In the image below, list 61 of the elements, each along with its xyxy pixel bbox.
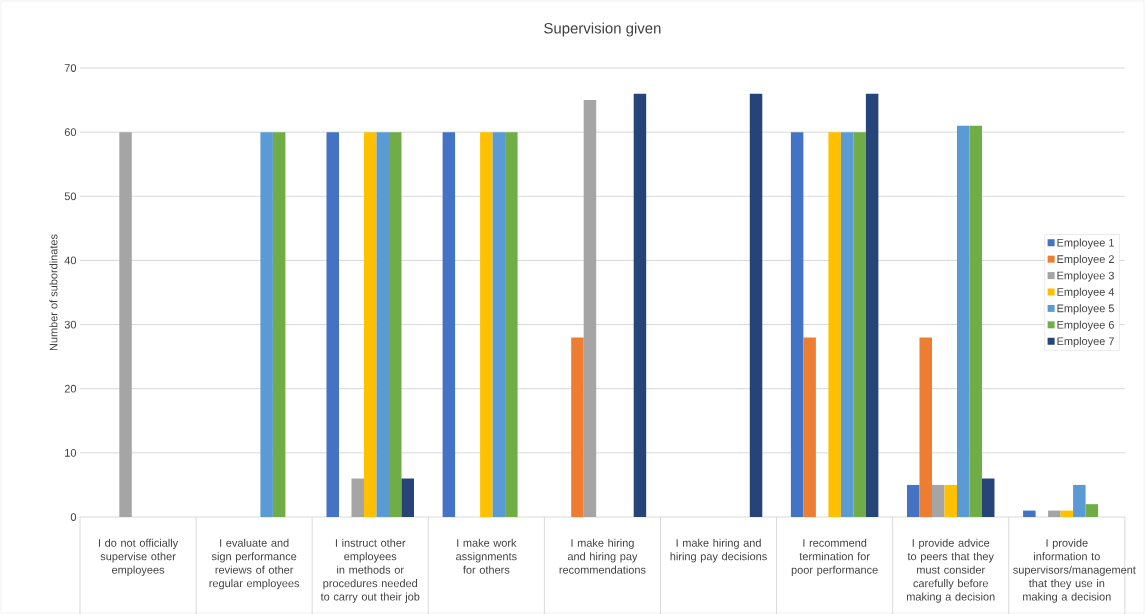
legend-label: Employee 4 [1057, 287, 1115, 298]
y-tick-label: 30 [64, 320, 77, 329]
bar [956, 125, 970, 517]
bar [1023, 510, 1036, 517]
bar [790, 132, 804, 517]
x-tick-label: I provide advice to peers that they must consider carefully before making a decision [907, 538, 995, 603]
y-tick-label: 10 [65, 448, 77, 457]
y-tick-label: 40 [64, 256, 77, 265]
bar [865, 93, 879, 517]
legend-label: Employee 7 [1057, 337, 1114, 348]
bar [803, 337, 816, 517]
bar [376, 132, 389, 517]
bar [906, 484, 920, 517]
bar [853, 132, 866, 517]
x-tick-label: I evaluate and sign performance reviews of other regular employees [209, 538, 300, 590]
y-tick-label: 70 [64, 64, 77, 72]
bar [931, 484, 945, 517]
bar [1085, 504, 1099, 517]
bar [272, 132, 286, 517]
bar [326, 132, 339, 517]
x-tick-label: I do not officially supervise other employees [98, 538, 179, 576]
bar [919, 337, 932, 517]
legend-label: Employee 3 [1057, 271, 1114, 282]
y-tick-label: 60 [64, 128, 77, 137]
bar [119, 132, 132, 517]
bar [633, 93, 647, 517]
legend-label: Employee 2 [1057, 254, 1114, 266]
bar [351, 478, 364, 517]
bar [260, 132, 273, 517]
bar [442, 132, 456, 517]
chart-title: Supervision given [544, 22, 661, 37]
legend-label: Employee 1 [1057, 238, 1114, 249]
bar [363, 132, 377, 517]
x-tick-label: I make work assignments for others [456, 538, 517, 574]
x-tick-label: I instruct other employees in methods or procedures needed to carry out their job [320, 538, 420, 603]
bar [401, 478, 414, 517]
bar [969, 125, 982, 517]
bar [1073, 484, 1086, 517]
bar [583, 100, 597, 517]
bar [840, 132, 854, 517]
bar [388, 132, 402, 517]
y-tick-label: 50 [64, 192, 77, 201]
bar [944, 484, 957, 517]
bar [981, 478, 995, 517]
bar [749, 93, 763, 517]
bar [828, 132, 841, 517]
x-tick-label: I make hiring and hiring pay decisions [670, 538, 767, 563]
legend-label: Employee 6 [1057, 320, 1114, 331]
bar [1048, 510, 1061, 517]
bar [480, 132, 493, 517]
y-tick-label: 20 [64, 384, 77, 393]
bar [571, 337, 584, 517]
x-tick-label: I make hiring and hiring pay recommendations [559, 538, 646, 574]
y-axis-title: Number of subordinates [49, 234, 58, 351]
bar [492, 132, 506, 517]
legend-label: Employee 5 [1057, 304, 1114, 315]
x-tick-label: I recommend termination for poor performance [791, 538, 878, 576]
bar [1060, 510, 1074, 517]
x-tick-label: I provide information to supervisors/management that they use in making a decision [1013, 538, 1136, 603]
bar [505, 132, 518, 517]
y-tick-label: 0 [70, 513, 77, 521]
